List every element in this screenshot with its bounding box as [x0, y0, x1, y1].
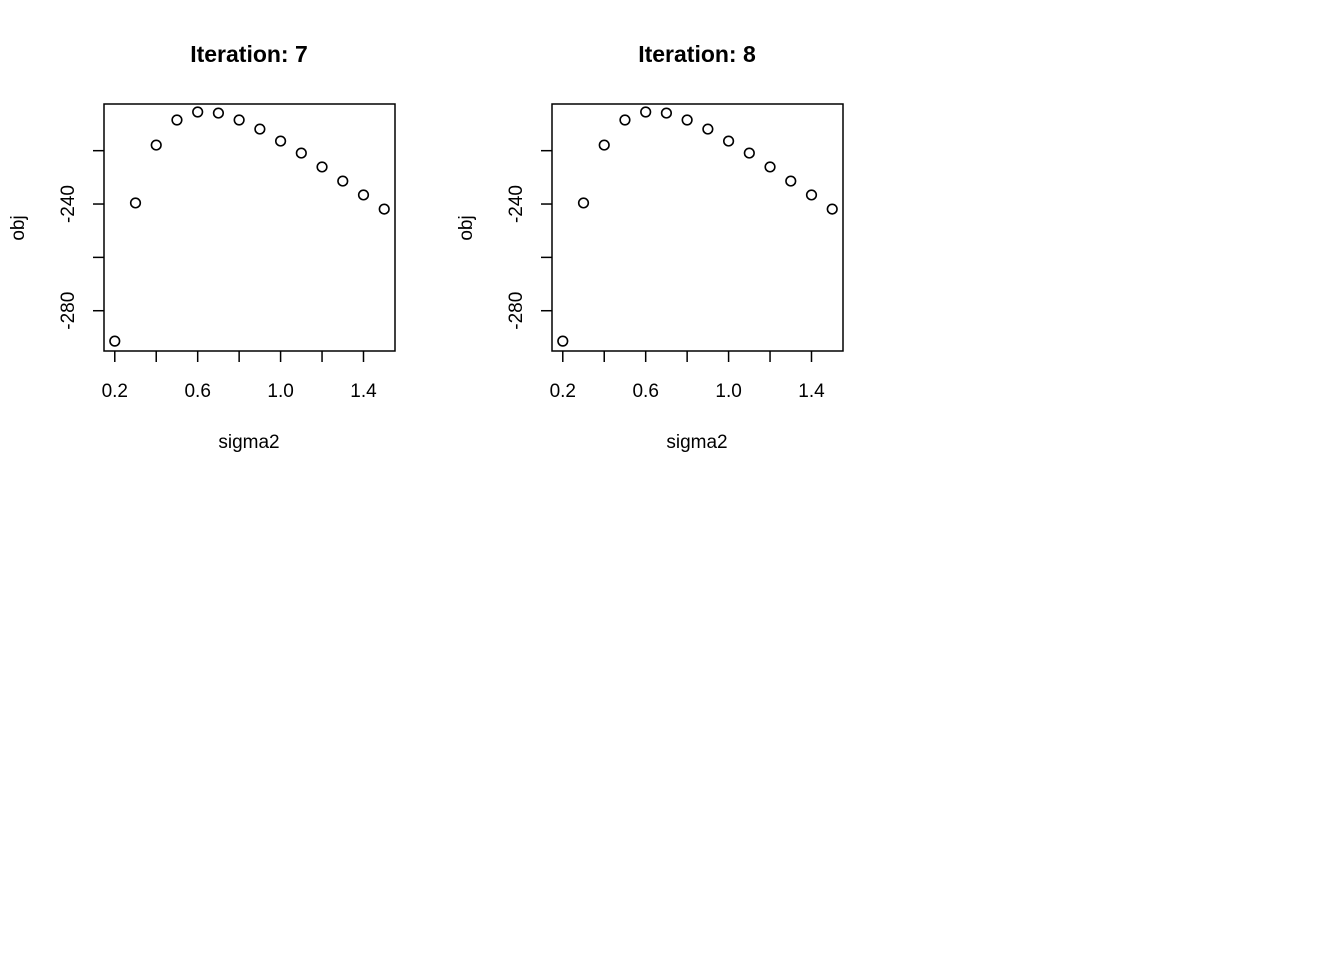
data-point — [274, 135, 287, 147]
data-point — [357, 189, 370, 201]
x-tick-label: 1.0 — [267, 381, 293, 402]
plot-frame — [103, 103, 396, 352]
data-point — [316, 161, 328, 173]
panel-2: Iteration: 8 sigma2 obj 0.2 0.6 1.0 1.4 -280… — [456, 41, 844, 453]
data-point — [254, 123, 266, 135]
x-tick-label: 0.2 — [102, 381, 128, 402]
data-point — [109, 335, 121, 347]
x-tick-label: 0.6 — [632, 381, 658, 402]
plot-area: 0.2 0.6 1.0 1.4 -280 -240 — [506, 103, 844, 402]
data-point — [192, 106, 204, 118]
x-tick-label: 0.2 — [550, 381, 576, 402]
y-tick-label: -240 — [506, 185, 527, 223]
y-axis-label: obj — [456, 215, 477, 240]
plot-area: 0.2 0.6 1.0 1.4 -280 -240 — [58, 103, 396, 402]
data-point — [764, 161, 776, 173]
x-tick-label: 0.6 — [184, 381, 210, 402]
plot-frame — [551, 103, 844, 352]
chart-title: Iteration: 7 — [190, 41, 308, 67]
data-point — [557, 335, 569, 347]
data-point — [171, 114, 183, 126]
panel-1: Iteration: 7 sigma2 obj 0.2 0.6 1.0 1.4 -280… — [8, 41, 396, 453]
data-point — [640, 106, 652, 118]
data-point — [577, 197, 590, 209]
data-point — [619, 114, 631, 126]
x-axis-label: sigma2 — [218, 432, 279, 453]
data-point — [598, 139, 610, 151]
x-tick-label: 1.4 — [350, 381, 377, 402]
data-point — [805, 189, 818, 201]
data-point — [702, 123, 714, 135]
x-axis-label: sigma2 — [666, 432, 727, 453]
data-point — [212, 107, 225, 119]
data-point — [233, 114, 245, 126]
data-point — [722, 135, 735, 147]
data-point — [681, 114, 693, 126]
x-tick-label: 1.4 — [798, 381, 825, 402]
chart-title: Iteration: 8 — [638, 41, 756, 67]
data-point — [378, 203, 390, 215]
x-tick-label: 1.0 — [715, 381, 741, 402]
data-point — [826, 203, 838, 215]
y-axis-label: obj — [8, 215, 29, 240]
y-tick-label: -280 — [506, 292, 527, 330]
data-point — [785, 175, 797, 187]
data-point — [295, 147, 307, 159]
y-tick-label: -280 — [58, 292, 79, 330]
data-point — [743, 147, 755, 159]
y-tick-label: -240 — [58, 185, 79, 223]
data-point — [129, 197, 142, 209]
data-point — [150, 139, 162, 151]
data-point — [337, 175, 349, 187]
data-point — [660, 107, 673, 119]
